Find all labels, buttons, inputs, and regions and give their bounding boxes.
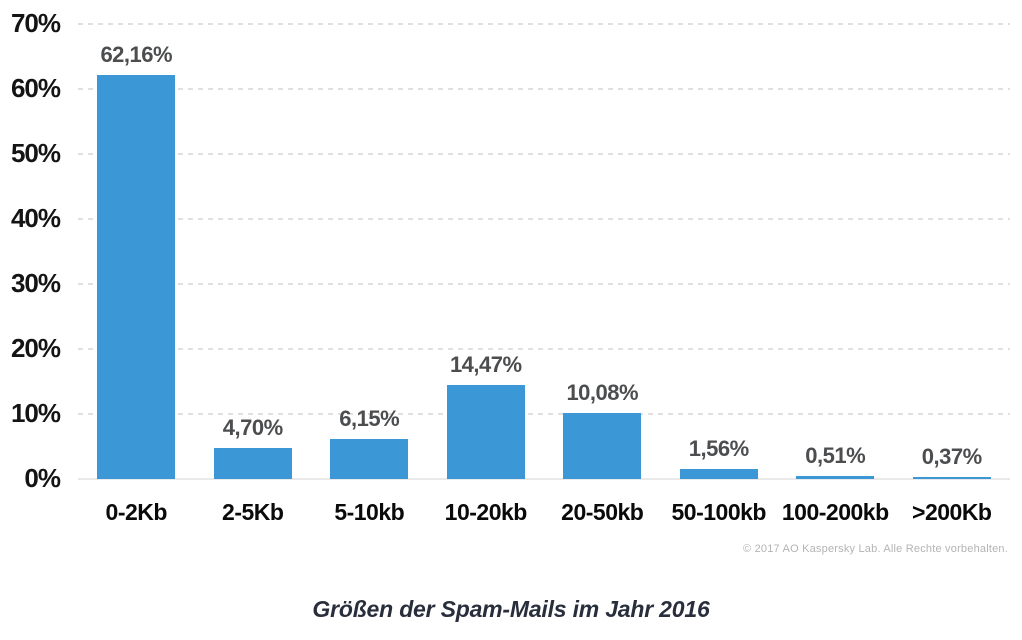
x-category-label: 2-5Kb <box>222 499 284 525</box>
bar <box>97 74 176 479</box>
x-category-label: >200Kb <box>912 499 992 525</box>
bar-column: 62,16% <box>78 24 195 479</box>
bar-column: 6,15% <box>311 24 428 479</box>
x-category-label: 50-100kb <box>671 499 767 525</box>
bar <box>912 476 991 479</box>
bar-value-label: 14,47% <box>449 351 522 377</box>
bar-value-label: 0,51% <box>805 442 866 468</box>
bar-value-label: 62,16% <box>100 41 173 67</box>
bar-value-label: 6,15% <box>339 406 400 432</box>
x-category-label: 10-20kb <box>444 499 528 525</box>
copyright-note: © 2017 AO Kaspersky Lab. Alle Rechte vor… <box>743 543 1008 555</box>
bar-column: 10,08% <box>544 24 661 479</box>
bar-value-label: 4,70% <box>222 415 283 441</box>
bar-value-label: 10,08% <box>566 380 639 406</box>
bar <box>796 475 875 479</box>
bar-value-label: 0,37% <box>921 443 982 469</box>
gridline <box>78 218 1010 220</box>
bar-column: 0,51% <box>777 24 894 479</box>
bar-column: 1,56% <box>661 24 778 479</box>
plot-area: 62,16% 4,70% 6,15% 14,47% 10,08% 1,56% 0,51% 0,… <box>78 23 1010 480</box>
y-tick-label: 0% <box>24 462 61 493</box>
x-category-label: 0-2Kb <box>105 499 168 525</box>
x-category-label: 100-200kb <box>781 499 889 525</box>
x-category-label: 5-10kb <box>334 499 405 525</box>
gridline <box>78 88 1010 90</box>
y-tick-label: 40% <box>10 202 61 233</box>
y-tick-label: 30% <box>10 267 61 298</box>
y-tick-label: 60% <box>10 72 61 103</box>
x-axis: 0-2Kb 2-5Kb 5-10kb 10-20kb 20-50kb 50-100kb 10… <box>78 499 1010 526</box>
gridline <box>78 153 1010 155</box>
y-tick-label: 70% <box>10 7 61 38</box>
y-tick-label: 10% <box>10 397 61 428</box>
bar-column: 14,47% <box>428 24 545 479</box>
bars-container: 62,16% 4,70% 6,15% 14,47% 10,08% 1,56% 0,51% 0,… <box>78 24 1010 479</box>
bar <box>330 439 409 479</box>
x-category-label: 20-50kb <box>561 499 644 525</box>
bar <box>563 413 642 479</box>
y-tick-label: 20% <box>10 332 61 363</box>
bar <box>446 384 525 479</box>
bar-column: 0,37% <box>894 24 1011 479</box>
gridline <box>78 23 1010 25</box>
x-axis-baseline <box>78 478 1010 480</box>
gridline <box>78 348 1010 350</box>
bar <box>679 468 758 479</box>
bar-value-label: 1,56% <box>688 435 749 461</box>
gridline <box>78 283 1010 285</box>
y-tick-label: 50% <box>10 137 61 168</box>
chart-caption: Größen der Spam-Mails im Jahr 2016 <box>312 596 710 622</box>
bar <box>213 448 292 479</box>
y-axis: 70% 60% 50% 40% 30% 20% 10% 0% <box>0 8 61 493</box>
bar-column: 4,70% <box>195 24 312 479</box>
gridline <box>78 413 1010 415</box>
